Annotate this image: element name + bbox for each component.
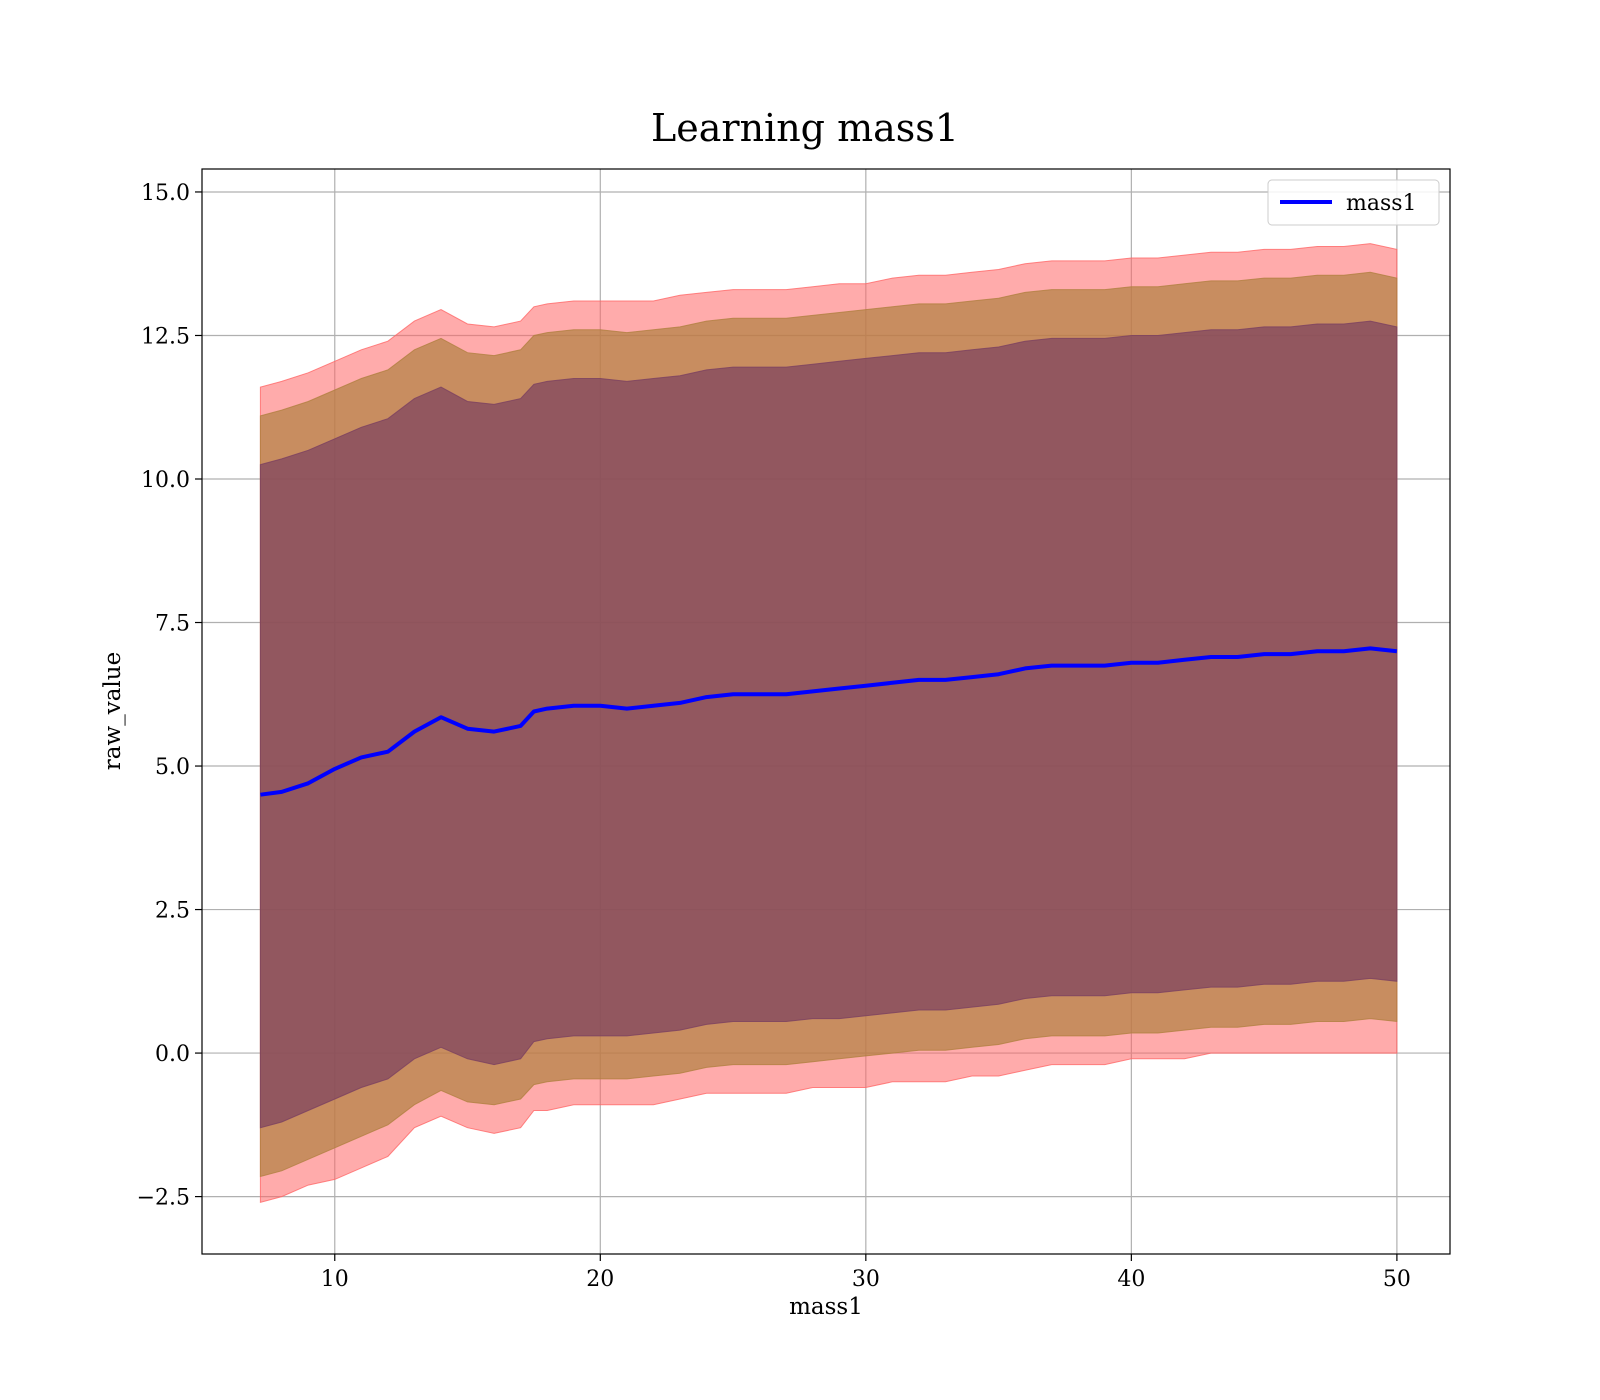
y-tick-label: 0.0 — [155, 1042, 190, 1067]
y-tick-label: 7.5 — [155, 612, 190, 637]
bands — [259, 243, 1398, 1203]
y-tick-label: −2.5 — [137, 1186, 190, 1211]
x-tick-label: 30 — [852, 1267, 880, 1292]
x-tick-label: 40 — [1117, 1267, 1145, 1292]
legend-box — [1267, 179, 1440, 226]
chart-title: Learning mass1 — [651, 106, 959, 150]
y-tick-label: 2.5 — [155, 899, 190, 924]
confidence-band-2 — [259, 320, 1398, 1129]
x-axis-label: mass1 — [789, 1294, 863, 1320]
y-tick-label: 12.5 — [141, 324, 190, 349]
plot-frame — [201, 168, 1451, 1255]
y-tick-label: 5.0 — [155, 755, 190, 780]
y-tick-label: 15.0 — [141, 181, 190, 206]
x-tick-label: 50 — [1383, 1267, 1411, 1292]
x-tick-label: 10 — [321, 1267, 349, 1292]
y-axis-ticks: −2.5 0.0 2.5 5.0 7.5 10.0 12.5 15.0 — [137, 181, 202, 1211]
x-axis-ticks: 10 20 30 40 50 — [321, 1254, 1411, 1292]
series — [260, 646, 1398, 797]
y-axis-label: raw_value — [100, 652, 126, 770]
legend: mass1 — [1267, 179, 1440, 226]
legend-label-mass1: mass1 — [1346, 191, 1417, 216]
y-tick-label: 10.0 — [141, 468, 190, 493]
x-tick-label: 20 — [586, 1267, 614, 1292]
